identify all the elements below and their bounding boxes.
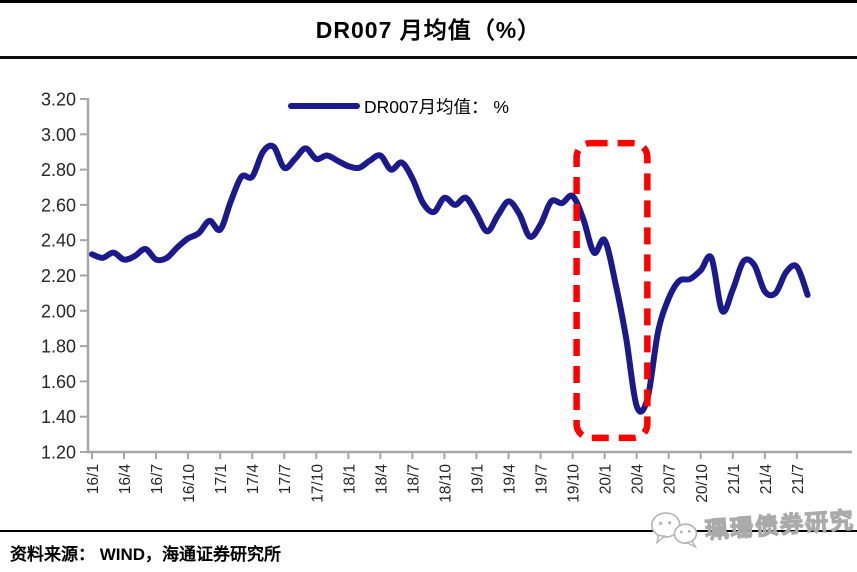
svg-text:17/4: 17/4 [245,464,262,495]
svg-text:18/1: 18/1 [341,464,358,494]
svg-text:3.20: 3.20 [41,90,76,110]
svg-text:21/4: 21/4 [758,464,775,495]
title-divider-rule [0,56,857,59]
svg-text:17/7: 17/7 [277,464,294,494]
svg-text:18/7: 18/7 [405,464,422,494]
top-border-rule [0,0,857,3]
svg-text:20/10: 20/10 [694,464,711,503]
svg-text:16/4: 16/4 [117,464,134,495]
wechat-chat-bubbles-icon [650,512,698,549]
svg-text:20/4: 20/4 [630,464,647,495]
svg-text:3.00: 3.00 [41,125,76,145]
watermark: 珮珊债券研究 [648,497,856,553]
svg-text:1.20: 1.20 [41,443,76,463]
chart-title: DR007 月均值（%） [315,17,542,43]
svg-text:2.20: 2.20 [41,266,76,286]
svg-text:19/1: 19/1 [469,464,486,494]
svg-text:18/10: 18/10 [437,464,454,503]
svg-text:16/1: 16/1 [85,464,102,494]
svg-text:2.80: 2.80 [41,160,76,180]
svg-text:21/7: 21/7 [790,464,807,494]
svg-text:19/10: 19/10 [566,464,583,503]
svg-text:2.00: 2.00 [41,301,76,321]
svg-text:1.60: 1.60 [41,372,76,392]
svg-text:18/4: 18/4 [373,464,390,495]
svg-text:1.80: 1.80 [41,337,76,357]
legend-label: DR007月均值： % [364,97,509,117]
svg-text:2.40: 2.40 [41,231,76,251]
svg-text:19/4: 19/4 [502,464,519,495]
svg-text:20/1: 20/1 [598,464,615,494]
legend-group: DR007月均值： % [288,97,509,117]
bottom-divider-rule [0,530,857,532]
svg-text:19/7: 19/7 [534,464,551,494]
x-axis-tick-labels: 16/1 16/4 16/7 16/10 17/1 17/4 17/7 17/10 18/1 18… [85,452,807,503]
svg-text:16/7: 16/7 [149,464,166,494]
svg-text:2.60: 2.60 [41,195,76,215]
svg-text:21/1: 21/1 [726,464,743,494]
highlight-dashed-box-group [573,139,651,442]
svg-text:1.40: 1.40 [41,407,76,427]
svg-text:17/1: 17/1 [213,464,230,494]
svg-text:20/7: 20/7 [662,464,679,494]
y-axis-tick-labels: 3.20 3.00 2.80 2.60 2.40 2.20 2.00 1.80 1.60 1.40… [41,90,88,463]
svg-text:16/10: 16/10 [181,464,198,503]
watermark-label: 珮珊债券研究 [704,506,857,544]
series-line-group [89,142,811,415]
svg-text:17/10: 17/10 [309,464,326,503]
source-text: 资料来源： WIND，海通证券研究所 [10,545,282,564]
